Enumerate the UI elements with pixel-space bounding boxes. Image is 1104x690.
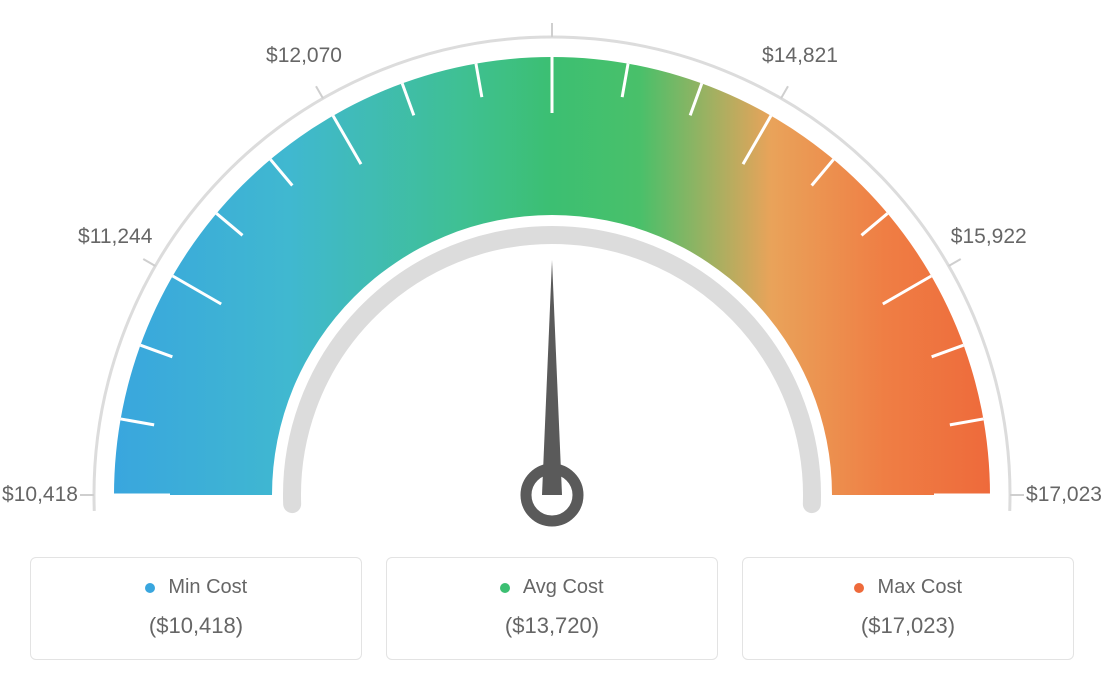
legend-title-min: Min Cost xyxy=(43,576,349,599)
legend-dot-min xyxy=(145,583,155,593)
cost-gauge: $10,418 $11,244 $12,070 $13,720 $14,821 $15,9… xyxy=(0,0,1104,540)
legend-label-min: Min Cost xyxy=(168,576,247,598)
legend-title-max: Max Cost xyxy=(755,576,1061,599)
legend-card-avg: Avg Cost ($13,720) xyxy=(386,557,718,660)
gauge-tick-label: $14,821 xyxy=(762,44,838,68)
legend-card-max: Max Cost ($17,023) xyxy=(742,557,1074,660)
legend-dot-avg xyxy=(500,583,510,593)
gauge-tick-label: $17,023 xyxy=(1026,483,1102,507)
legend-value-avg: ($13,720) xyxy=(399,613,705,639)
gauge-tick-label: $12,070 xyxy=(266,44,342,68)
legend-title-avg: Avg Cost xyxy=(399,576,705,599)
legend-label-avg: Avg Cost xyxy=(523,576,604,598)
legend-value-min: ($10,418) xyxy=(43,613,349,639)
legend-card-min: Min Cost ($10,418) xyxy=(30,557,362,660)
legend-value-max: ($17,023) xyxy=(755,613,1061,639)
gauge-tick-label: $13,720 xyxy=(514,0,590,3)
gauge-tick-label: $10,418 xyxy=(2,483,78,507)
legend-label-max: Max Cost xyxy=(878,576,962,598)
gauge-tick-label: $15,922 xyxy=(951,225,1027,249)
legend-dot-max xyxy=(854,583,864,593)
legend-row: Min Cost ($10,418) Avg Cost ($13,720) Ma… xyxy=(30,557,1074,660)
gauge-tick-label: $11,244 xyxy=(78,225,152,249)
